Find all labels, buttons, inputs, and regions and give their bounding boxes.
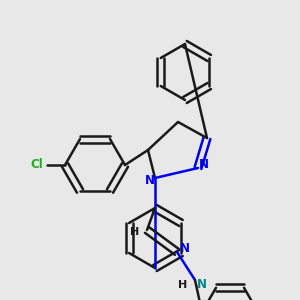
Text: N: N — [197, 278, 207, 292]
Text: H: H — [178, 280, 188, 290]
Text: N: N — [199, 158, 209, 172]
Text: H: H — [130, 227, 140, 237]
Text: N: N — [145, 173, 155, 187]
Text: Cl: Cl — [31, 158, 44, 172]
Text: N: N — [180, 242, 190, 256]
